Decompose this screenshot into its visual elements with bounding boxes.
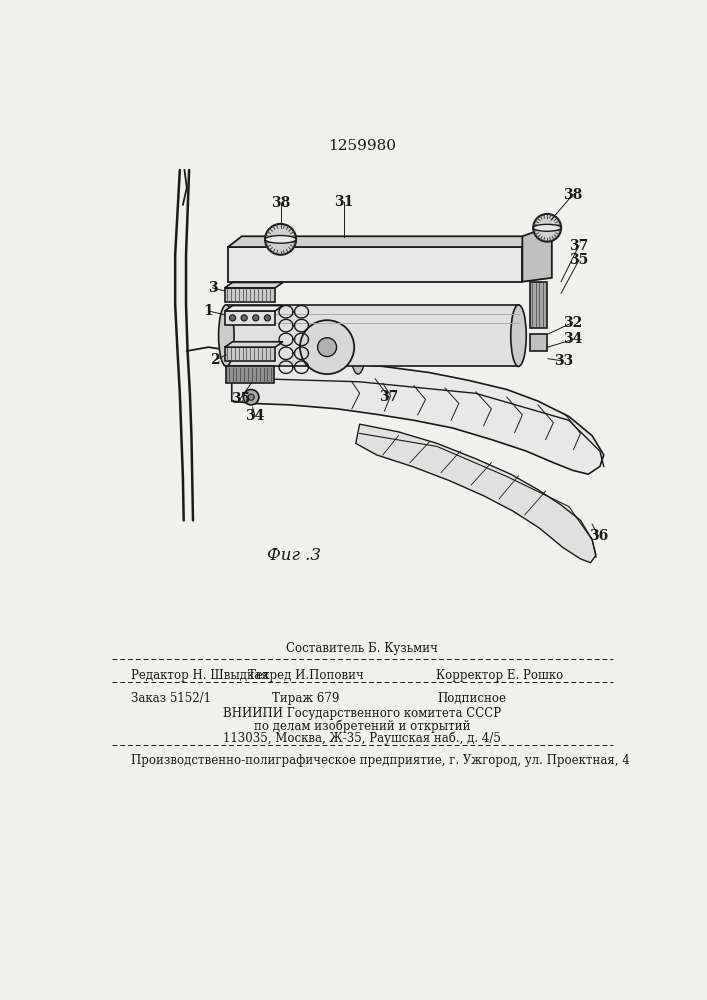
Polygon shape	[225, 311, 275, 325]
Ellipse shape	[533, 224, 561, 231]
Polygon shape	[225, 306, 283, 311]
Text: Фиг .3: Фиг .3	[267, 547, 321, 564]
Text: Тираж 679: Тираж 679	[271, 692, 339, 705]
Text: 33: 33	[554, 354, 573, 368]
Text: Техред И.Попович: Техред И.Попович	[247, 669, 363, 682]
Circle shape	[230, 315, 235, 321]
Polygon shape	[225, 288, 275, 302]
Polygon shape	[530, 334, 547, 351]
Text: 1259980: 1259980	[328, 139, 396, 153]
Circle shape	[317, 338, 337, 357]
Text: 32: 32	[563, 316, 583, 330]
Text: Корректор Е. Рошко: Корректор Е. Рошко	[436, 669, 563, 682]
Polygon shape	[226, 366, 274, 383]
Text: Редактор Н. Швыдкая: Редактор Н. Швыдкая	[131, 669, 269, 682]
Polygon shape	[530, 282, 547, 328]
Polygon shape	[232, 359, 604, 474]
Text: ВНИИПИ Государственного комитета СССР: ВНИИПИ Государственного комитета СССР	[223, 707, 501, 720]
Text: 36: 36	[589, 529, 608, 543]
Polygon shape	[522, 225, 552, 282]
Polygon shape	[225, 282, 283, 288]
Ellipse shape	[265, 235, 296, 243]
Text: 35: 35	[230, 392, 250, 406]
Circle shape	[300, 320, 354, 374]
Ellipse shape	[351, 320, 366, 374]
Circle shape	[533, 214, 561, 242]
Text: 38: 38	[563, 188, 583, 202]
Circle shape	[248, 394, 255, 400]
Circle shape	[252, 315, 259, 321]
Text: 34: 34	[245, 409, 264, 423]
Text: 35: 35	[569, 253, 588, 267]
Polygon shape	[228, 236, 537, 247]
Circle shape	[265, 224, 296, 255]
Polygon shape	[226, 305, 518, 366]
Text: 37: 37	[569, 239, 588, 253]
Ellipse shape	[218, 305, 234, 366]
Text: по делам изобретений и открытий: по делам изобретений и открытий	[254, 719, 470, 733]
Polygon shape	[225, 342, 283, 347]
Circle shape	[243, 389, 259, 405]
Text: 2: 2	[210, 353, 219, 367]
Polygon shape	[228, 247, 522, 282]
Polygon shape	[225, 347, 275, 361]
Text: 1: 1	[204, 304, 214, 318]
Text: 3: 3	[208, 281, 217, 295]
Polygon shape	[356, 424, 596, 563]
Circle shape	[264, 315, 271, 321]
Text: Заказ 5152/1: Заказ 5152/1	[131, 692, 211, 705]
Circle shape	[241, 315, 247, 321]
Text: 34: 34	[563, 332, 583, 346]
Text: 38: 38	[271, 196, 290, 210]
Text: 113035, Москва, Ж-35, Раушская наб., д. 4/5: 113035, Москва, Ж-35, Раушская наб., д. …	[223, 731, 501, 745]
Text: Производственно-полиграфическое предприятие, г. Ужгород, ул. Проектная, 4: Производственно-полиграфическое предприя…	[131, 754, 630, 767]
Text: 37: 37	[380, 390, 399, 404]
Text: 31: 31	[334, 195, 354, 209]
Polygon shape	[522, 236, 537, 282]
Text: Составитель Б. Кузьмич: Составитель Б. Кузьмич	[286, 642, 438, 655]
Ellipse shape	[510, 305, 526, 366]
Text: Подписное: Подписное	[438, 692, 506, 705]
